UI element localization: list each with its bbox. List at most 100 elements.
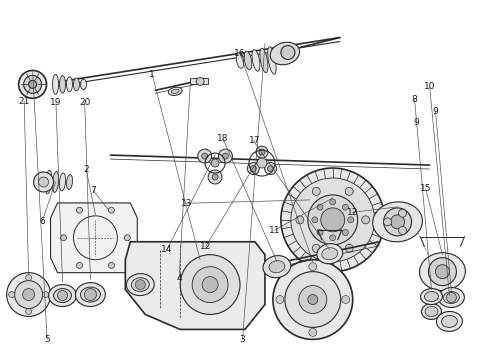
Ellipse shape bbox=[425, 306, 438, 316]
Ellipse shape bbox=[244, 51, 252, 70]
Polygon shape bbox=[125, 242, 265, 329]
Circle shape bbox=[308, 294, 318, 305]
Circle shape bbox=[384, 218, 392, 226]
Circle shape bbox=[309, 263, 317, 271]
Text: 17: 17 bbox=[249, 136, 261, 145]
Circle shape bbox=[317, 230, 323, 235]
Circle shape bbox=[317, 204, 323, 210]
Ellipse shape bbox=[270, 42, 299, 65]
Circle shape bbox=[299, 285, 327, 314]
Ellipse shape bbox=[126, 208, 132, 222]
Ellipse shape bbox=[49, 285, 76, 306]
Ellipse shape bbox=[67, 175, 73, 189]
Text: 5: 5 bbox=[44, 335, 50, 344]
Ellipse shape bbox=[168, 87, 182, 95]
Ellipse shape bbox=[373, 202, 422, 242]
Text: 7: 7 bbox=[91, 186, 97, 195]
Text: 6: 6 bbox=[39, 217, 45, 226]
Circle shape bbox=[211, 159, 219, 167]
Ellipse shape bbox=[59, 173, 66, 191]
Ellipse shape bbox=[322, 248, 338, 260]
Circle shape bbox=[256, 146, 268, 158]
Circle shape bbox=[257, 158, 267, 168]
Circle shape bbox=[219, 149, 232, 163]
Circle shape bbox=[196, 77, 204, 85]
Circle shape bbox=[25, 275, 32, 280]
Circle shape bbox=[259, 149, 265, 155]
Ellipse shape bbox=[126, 274, 154, 296]
Ellipse shape bbox=[74, 78, 79, 91]
Circle shape bbox=[384, 208, 412, 236]
Ellipse shape bbox=[439, 288, 465, 307]
Ellipse shape bbox=[105, 204, 112, 226]
Polygon shape bbox=[50, 203, 137, 273]
Ellipse shape bbox=[46, 170, 52, 194]
Circle shape bbox=[436, 265, 449, 279]
Circle shape bbox=[276, 296, 284, 303]
Circle shape bbox=[312, 188, 320, 195]
Circle shape bbox=[124, 235, 130, 241]
Text: 19: 19 bbox=[50, 98, 62, 107]
Circle shape bbox=[247, 163, 259, 175]
Text: 9: 9 bbox=[413, 118, 419, 127]
Text: 12: 12 bbox=[200, 242, 212, 251]
Ellipse shape bbox=[443, 292, 460, 303]
Text: 11: 11 bbox=[269, 226, 280, 235]
Ellipse shape bbox=[67, 77, 73, 92]
Circle shape bbox=[321, 208, 345, 232]
Text: 10: 10 bbox=[424, 82, 436, 91]
Ellipse shape bbox=[52, 75, 58, 94]
Ellipse shape bbox=[260, 48, 268, 73]
Text: 8: 8 bbox=[412, 95, 417, 104]
Ellipse shape bbox=[317, 244, 343, 264]
Ellipse shape bbox=[112, 205, 119, 224]
Circle shape bbox=[362, 216, 369, 224]
Text: 14: 14 bbox=[161, 246, 172, 255]
Circle shape bbox=[285, 272, 341, 328]
Ellipse shape bbox=[53, 289, 72, 302]
Circle shape bbox=[281, 45, 295, 59]
Circle shape bbox=[208, 170, 222, 184]
Circle shape bbox=[281, 168, 385, 272]
Circle shape bbox=[312, 217, 318, 223]
Circle shape bbox=[61, 235, 67, 241]
Circle shape bbox=[15, 280, 43, 309]
Ellipse shape bbox=[252, 50, 260, 71]
Text: 3: 3 bbox=[240, 335, 245, 344]
Circle shape bbox=[342, 296, 350, 303]
Circle shape bbox=[84, 289, 97, 301]
Circle shape bbox=[25, 309, 32, 315]
Text: 4: 4 bbox=[176, 274, 182, 283]
Ellipse shape bbox=[441, 315, 457, 328]
Circle shape bbox=[43, 292, 49, 298]
Text: 20: 20 bbox=[79, 98, 91, 107]
Circle shape bbox=[202, 276, 218, 293]
Ellipse shape bbox=[268, 47, 276, 74]
Ellipse shape bbox=[437, 311, 463, 332]
Circle shape bbox=[391, 215, 405, 229]
Text: 1: 1 bbox=[149, 70, 155, 79]
Text: 15: 15 bbox=[420, 184, 432, 193]
Circle shape bbox=[99, 211, 107, 219]
Text: 2: 2 bbox=[83, 165, 89, 174]
Circle shape bbox=[345, 188, 353, 195]
Circle shape bbox=[76, 262, 82, 268]
Ellipse shape bbox=[236, 53, 244, 68]
Circle shape bbox=[222, 153, 228, 159]
Ellipse shape bbox=[269, 261, 285, 273]
Circle shape bbox=[428, 258, 456, 285]
Circle shape bbox=[9, 292, 15, 298]
Ellipse shape bbox=[172, 89, 179, 94]
Circle shape bbox=[24, 75, 42, 93]
Circle shape bbox=[348, 217, 354, 223]
Ellipse shape bbox=[52, 172, 59, 192]
Circle shape bbox=[23, 289, 35, 301]
Ellipse shape bbox=[80, 287, 100, 302]
Ellipse shape bbox=[75, 283, 105, 306]
Circle shape bbox=[446, 293, 456, 302]
Ellipse shape bbox=[421, 303, 441, 319]
Circle shape bbox=[273, 260, 353, 339]
Bar bbox=[190, 78, 208, 84]
Circle shape bbox=[108, 207, 114, 213]
Circle shape bbox=[291, 178, 375, 262]
